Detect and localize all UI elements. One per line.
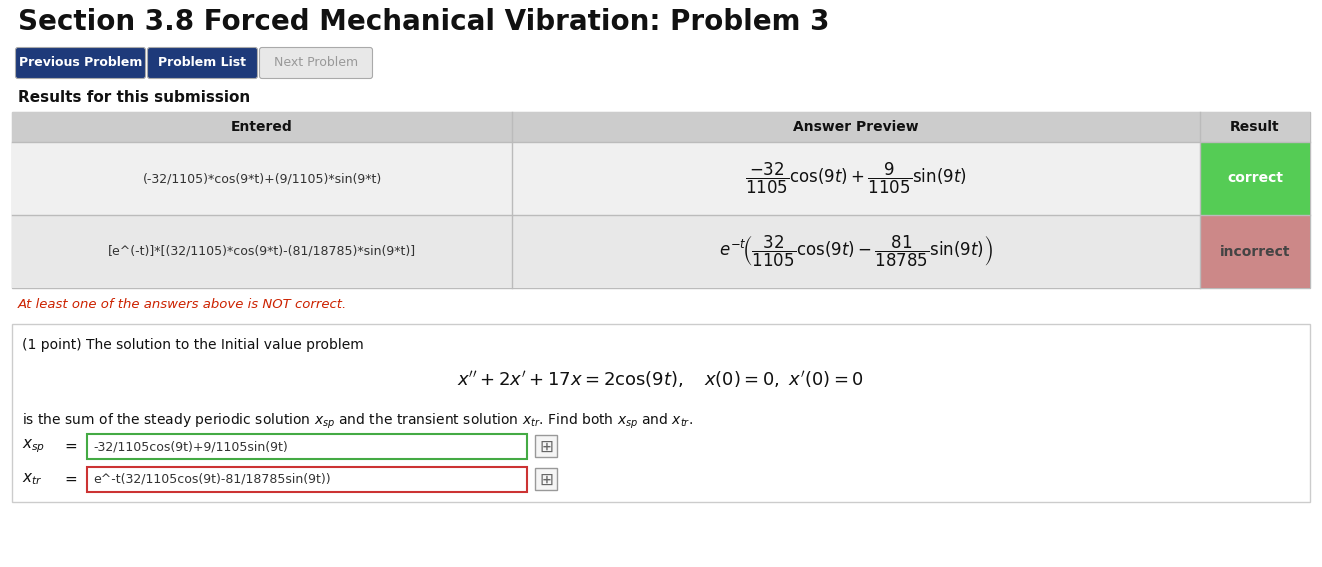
FancyBboxPatch shape — [16, 48, 145, 78]
Text: Result: Result — [1231, 120, 1280, 134]
Bar — [535, 468, 557, 489]
Text: =: = — [63, 472, 77, 487]
Bar — [87, 434, 527, 459]
Text: ⊞: ⊞ — [539, 438, 553, 455]
Bar — [87, 467, 527, 492]
FancyBboxPatch shape — [259, 48, 373, 78]
Text: [e^(-t)]*[(32/1105)*cos(9*t)-(81/18785)*sin(9*t)]: [e^(-t)]*[(32/1105)*cos(9*t)-(81/18785)*… — [108, 245, 416, 258]
Text: Answer Preview: Answer Preview — [793, 120, 919, 134]
Text: Results for this submission: Results for this submission — [19, 90, 250, 105]
Text: =: = — [63, 439, 77, 454]
Text: Entered: Entered — [231, 120, 293, 134]
Text: Next Problem: Next Problem — [274, 57, 358, 70]
Text: Section 3.8 Forced Mechanical Vibration: Problem 3: Section 3.8 Forced Mechanical Vibration:… — [19, 8, 829, 36]
Text: Previous Problem: Previous Problem — [19, 57, 143, 70]
Text: At least one of the answers above is NOT correct.: At least one of the answers above is NOT… — [19, 298, 348, 311]
Bar — [12, 142, 1310, 215]
Text: incorrect: incorrect — [1220, 244, 1290, 259]
Text: e^-t(32/1105cos(9t)-81/18785sin(9t)): e^-t(32/1105cos(9t)-81/18785sin(9t)) — [93, 473, 330, 486]
Text: correct: correct — [1227, 171, 1282, 185]
Text: (1 point) The solution to the Initial value problem: (1 point) The solution to the Initial va… — [22, 338, 364, 352]
FancyBboxPatch shape — [148, 48, 258, 78]
Text: Problem List: Problem List — [159, 57, 246, 70]
Text: $x_{sp}$: $x_{sp}$ — [22, 438, 45, 455]
Bar — [12, 112, 1310, 288]
Text: -32/1105cos(9t)+9/1105sin(9t): -32/1105cos(9t)+9/1105sin(9t) — [93, 440, 288, 453]
Bar — [12, 112, 1310, 142]
Bar — [535, 434, 557, 456]
Text: $\dfrac{-32}{1105}\cos(9t) + \dfrac{9}{1105}\sin(9t)$: $\dfrac{-32}{1105}\cos(9t) + \dfrac{9}{1… — [746, 161, 966, 196]
Bar — [1200, 142, 1310, 215]
Text: (-32/1105)*cos(9*t)+(9/1105)*sin(9*t): (-32/1105)*cos(9*t)+(9/1105)*sin(9*t) — [143, 172, 382, 185]
Text: is the sum of the steady periodic solution $x_{sp}$ and the transient solution $: is the sum of the steady periodic soluti… — [22, 412, 693, 431]
Bar — [12, 324, 1310, 502]
Text: $x_{tr}$: $x_{tr}$ — [22, 472, 42, 488]
Bar — [12, 215, 1310, 288]
Text: ⊞: ⊞ — [539, 471, 553, 489]
Text: $x'' + 2x' + 17x = 2\cos(9t), \quad x(0) = 0,\ x'(0) = 0$: $x'' + 2x' + 17x = 2\cos(9t), \quad x(0)… — [457, 369, 865, 390]
Bar — [1200, 215, 1310, 288]
Text: $e^{-t}\!\left(\dfrac{32}{1105}\cos(9t) - \dfrac{81}{18785}\sin(9t)\right)$: $e^{-t}\!\left(\dfrac{32}{1105}\cos(9t) … — [719, 234, 993, 269]
